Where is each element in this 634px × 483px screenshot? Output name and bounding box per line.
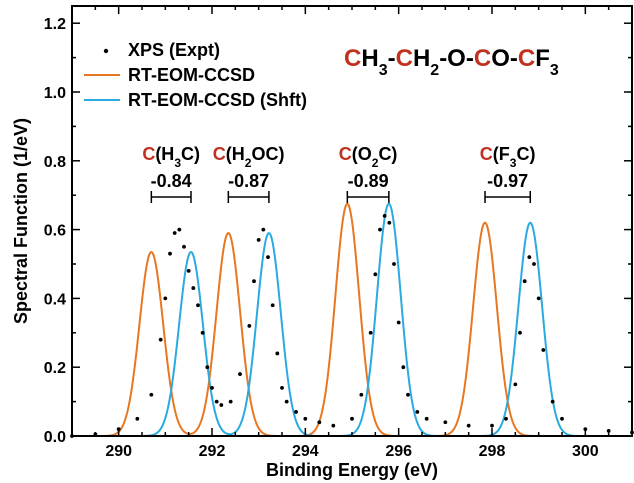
y-tick-label: 0.2 [44, 360, 66, 377]
xps-data-point [490, 423, 494, 428]
xps-data-point [191, 286, 196, 290]
xps-data-point [359, 392, 364, 397]
xps-data-point [406, 392, 410, 397]
legend: XPS (Expt) RT-EOM-CCSD RT-EOM-CCSD (Shft) [84, 40, 307, 110]
xps-data-point [466, 423, 471, 428]
xps-data-point [294, 410, 298, 414]
xps-data-point [158, 337, 163, 342]
xps-data-point [261, 227, 266, 232]
x-tick-label: 296 [385, 443, 412, 460]
peak-label: C(F3C) [480, 144, 536, 170]
y-axis-label: Spectral Function (1/eV) [11, 118, 31, 324]
xps-data-point [317, 420, 322, 425]
xps-data-point [387, 220, 392, 225]
xps-data-point [228, 399, 233, 404]
xps-data-point [252, 279, 256, 284]
xps-data-point [392, 262, 396, 266]
xps-data-point [424, 416, 429, 421]
xps-data-point [373, 272, 378, 277]
xps-data-point [415, 410, 420, 414]
plot-points [70, 213, 634, 438]
peak-label: C(H2OC) [213, 144, 285, 170]
xps-data-point [513, 382, 518, 387]
xps-data-point [149, 392, 154, 397]
xps-data-point [219, 403, 224, 407]
series-line-rt-eom-ccsd-shft [72, 202, 632, 437]
xps-data-point [368, 330, 373, 335]
xps-data-point [284, 399, 289, 404]
plot-lines [72, 202, 632, 437]
x-tick-label: 300 [572, 443, 599, 460]
xps-data-point [401, 365, 406, 370]
xps-data-point [378, 227, 382, 232]
legend-label: RT-EOM-CCSD [128, 65, 255, 85]
legend-marker [103, 48, 109, 54]
series-line-rt-eom-ccsd [72, 202, 632, 437]
xps-data-point [303, 416, 308, 421]
x-axis-label: Binding Energy (eV) [266, 460, 438, 480]
xps-data-point [275, 351, 280, 356]
xps-data-point [172, 231, 177, 235]
y-tick-label: 1.0 [44, 85, 66, 102]
xps-data-point [560, 416, 564, 421]
y-tick-label: 0.0 [44, 429, 66, 446]
xps-data-point [186, 268, 191, 273]
xps-data-point [182, 244, 186, 249]
xps-data-point [280, 385, 284, 390]
y-tick-label: 0.8 [44, 154, 66, 171]
xps-data-point [238, 372, 242, 376]
xps-data-point [350, 416, 354, 421]
xps-data-point [200, 330, 205, 335]
y-tick-label: 1.2 [44, 16, 66, 33]
xps-data-point [532, 262, 536, 266]
legend-label: RT-EOM-CCSD (Shft) [128, 90, 307, 110]
x-tick-label: 290 [105, 443, 132, 460]
peak-shift-value: -0.89 [348, 171, 389, 191]
xps-data-point [396, 320, 401, 325]
y-tick-label: 0.4 [44, 291, 66, 308]
peak-label: C(H3C) [142, 144, 200, 170]
xps-data-point [527, 255, 532, 260]
molecule-formula: CH3-CH2-O-CO-CF3 [344, 45, 559, 79]
xps-data-point [270, 303, 275, 308]
xps-data-point [606, 428, 611, 433]
annotations: C(H3C)-0.84 C(H2OC)-0.87 C(O2C)-0.89 C(F3C)… [142, 144, 535, 203]
x-tick-label: 294 [292, 443, 319, 460]
xps-data-point [522, 279, 527, 284]
xps-data-point [256, 238, 261, 242]
peak-shift-value: -0.87 [228, 171, 269, 191]
xps-data-point [443, 420, 448, 425]
xps-data-point [196, 303, 200, 308]
x-tick-label: 298 [479, 443, 506, 460]
x-tick-label: 292 [199, 443, 226, 460]
xps-data-point [177, 227, 182, 232]
xps-data-point [163, 296, 168, 301]
xps-data-point [504, 416, 508, 421]
xps-data-point [168, 251, 172, 256]
xps-data-point [550, 399, 555, 404]
peak-shift-value: -0.97 [487, 171, 528, 191]
peak-label: C(O2C) [339, 144, 398, 170]
xps-data-point [266, 255, 270, 260]
peak-shift-value: -0.84 [151, 171, 192, 191]
xps-data-point [247, 324, 252, 328]
xps-data-point [331, 423, 336, 428]
xps-data-point [205, 365, 210, 370]
xps-data-point [541, 348, 546, 352]
xps-data-point [382, 213, 387, 218]
xps-data-point [214, 399, 219, 404]
y-tick-label: 0.6 [44, 223, 66, 240]
legend-label: XPS (Expt) [128, 40, 220, 60]
xps-data-point [518, 330, 522, 335]
axis-ticks: 290 292 294 296 298 300 0.0 0.2 0.4 0.6 0.8 1.0 1.2 [44, 6, 633, 460]
xps-data-point [536, 296, 541, 301]
xps-data-point [210, 385, 214, 390]
xps-data-point [135, 416, 140, 421]
